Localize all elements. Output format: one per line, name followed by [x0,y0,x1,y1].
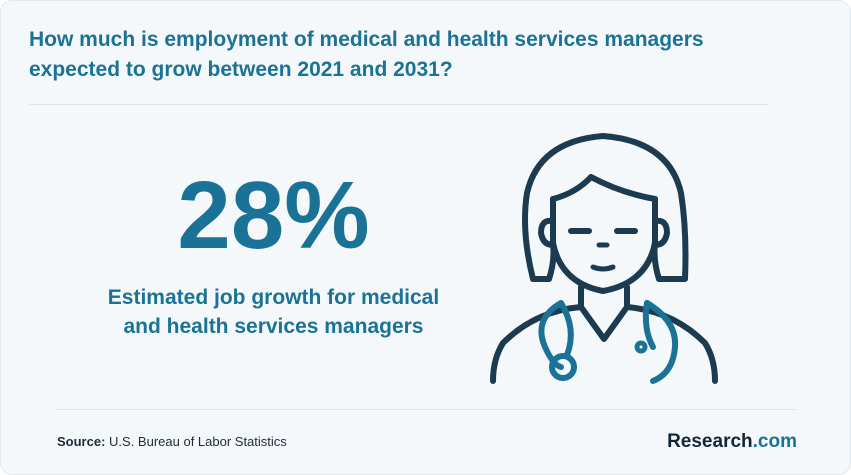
bottom-divider [56,409,796,410]
question-heading: How much is employment of medical and he… [29,28,704,81]
top-divider [29,104,769,105]
doctor-with-stethoscope-icon [490,133,718,384]
stat-caption: Estimated job growth for medical and hea… [107,286,440,338]
stat-value: 28% [177,162,370,269]
source-credit: Source: U.S. Bureau of Labor Statistics [57,434,287,449]
stat-block: 28% Estimated job growth for medical and… [91,161,456,341]
source-text: U.S. Bureau of Labor Statistics [109,434,287,449]
brand-logo[interactable]: Research.com [667,431,797,453]
doctor-illustration [481,121,741,391]
source-label: Source: [57,434,106,449]
brand-tld: .com [752,431,797,452]
brand-name: Research [667,431,753,452]
